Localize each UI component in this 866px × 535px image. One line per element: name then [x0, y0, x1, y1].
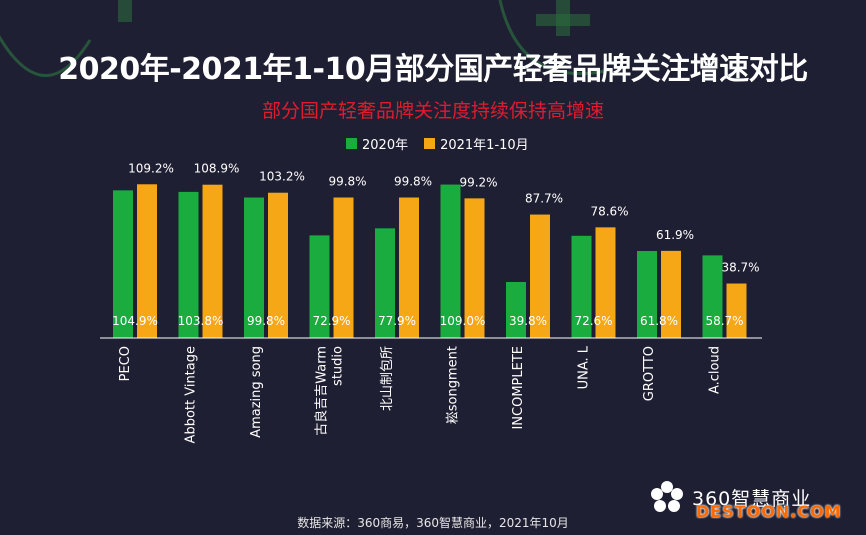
data-label-2021-5: 99.2%	[459, 175, 497, 189]
chart-subtitle: 部分国产轻奢品牌关注度持续保持高增速	[261, 100, 604, 122]
bar-2020-4	[375, 228, 395, 338]
category-label-0: PECO	[118, 346, 133, 381]
bar-2020-1	[178, 191, 199, 338]
data-label-2020-8: 61.8%	[640, 314, 678, 328]
legend-swatch-2020	[346, 137, 357, 149]
category-label-4: 北山制包所	[380, 346, 395, 411]
bar-2020-9	[702, 255, 723, 338]
bar-2020-3	[309, 235, 330, 338]
bar-2021-0	[137, 184, 157, 338]
bar-2021-2	[268, 192, 288, 338]
data-label-2020-0: 104.9%	[112, 314, 158, 328]
category-label-3: 古良吉吉Warm	[314, 346, 330, 436]
bar-2021-3	[333, 197, 354, 338]
bar-2020-5	[440, 184, 461, 338]
bar-2021-5	[464, 198, 485, 338]
legend-item-2020: 2020年	[346, 134, 408, 153]
data-label-2020-1: 103.8%	[178, 314, 224, 328]
category-label-7: UNA. L	[577, 345, 592, 389]
bar-2021-9	[726, 283, 747, 338]
data-label-2021-3: 99.8%	[328, 175, 366, 189]
bar-2021-8	[661, 250, 681, 338]
data-label-2020-7: 72.6%	[574, 314, 612, 328]
category-label-2: Amazing song	[249, 346, 264, 438]
data-label-2020-2: 99.8%	[247, 314, 285, 328]
bar-2021-7	[595, 227, 616, 338]
data-label-2021-8: 61.9%	[656, 228, 694, 242]
data-label-2021-6: 87.7%	[525, 192, 563, 206]
bar-2021-6	[530, 214, 550, 338]
data-label-2021-0: 109.2%	[128, 161, 174, 175]
flower-logo-icon	[651, 481, 683, 512]
data-label-2020-3: 72.9%	[312, 314, 350, 328]
chart-title: 2020年-2021年1-10月部分国产轻奢品牌关注增速对比	[58, 52, 808, 87]
legend-swatch-2021	[424, 137, 436, 149]
data-label-2021-4: 99.8%	[394, 175, 432, 189]
data-label-2021-1: 108.9%	[194, 162, 240, 176]
logo-text: 360智慧商业	[692, 487, 812, 510]
legend-item-2021: 2021年1-10月	[424, 134, 529, 153]
category-label-6: INCOMPLETE	[511, 346, 526, 430]
data-label-2020-6: 39.8%	[509, 314, 547, 328]
category-label-3-line2: studio	[331, 346, 346, 386]
data-source: 数据来源：360商易，360智慧商业，2021年10月	[297, 516, 569, 530]
category-label-9: A.cloud	[708, 346, 723, 394]
legend: 2020年 2021年1-10月	[346, 133, 529, 153]
bar-2020-0	[113, 190, 133, 338]
legend-label-2020: 2020年	[362, 137, 409, 153]
data-label-2020-4: 77.9%	[378, 314, 416, 328]
bar-2020-8	[637, 251, 657, 338]
bar-2021-4	[399, 197, 419, 338]
watermark: DESTOON.COM	[696, 502, 842, 521]
category-label-1: Abbott Vintage	[184, 346, 199, 443]
category-label-5: 崧songment	[446, 346, 461, 424]
bar-2020-2	[244, 197, 264, 338]
brand-logo: 360智慧商业	[648, 480, 811, 514]
category-label-8: GROTTO	[642, 346, 657, 401]
data-label-2020-5: 109.0%	[440, 314, 486, 328]
bar-2021-1	[202, 184, 223, 338]
data-label-2020-9: 58.7%	[705, 314, 743, 328]
data-label-2021-7: 78.6%	[590, 204, 628, 218]
data-label-2021-9: 38.7%	[721, 261, 759, 275]
bar-2020-6	[506, 281, 526, 338]
data-label-2021-2: 103.2%	[259, 170, 305, 184]
bar-2020-7	[571, 235, 592, 338]
legend-label-2021: 2021年1-10月	[440, 137, 529, 153]
